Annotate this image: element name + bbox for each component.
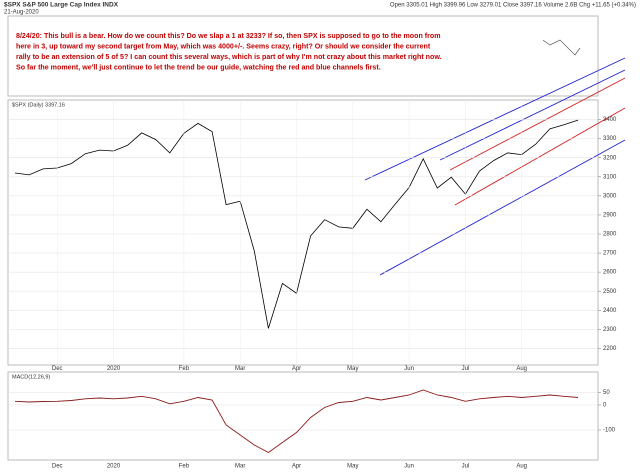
x-tick-label: May: [347, 366, 358, 372]
y-tick-label: 2400: [603, 308, 617, 314]
y-tick-label: 3000: [603, 193, 617, 199]
x-tick-label: Feb: [179, 464, 190, 470]
annotation: 8/24/20: This bull is a bear. How do we …: [16, 32, 442, 72]
x-tick-label: Mar: [235, 366, 245, 372]
x-tick-label: May: [347, 464, 358, 470]
y-tick-label: 2500: [603, 289, 617, 295]
x-tick-label: Jun: [404, 464, 414, 470]
y-tick-label: 50: [603, 390, 610, 396]
macd-panel: [7, 371, 599, 461]
quote: Open 3305.01 High 3399.96 Low 3279.01 Cl…: [390, 3, 636, 9]
annotation-line: So far the moment, we'll just continue t…: [16, 64, 381, 72]
x-tick-label: Dec: [52, 366, 63, 372]
x-tick-label: 2020: [107, 464, 121, 470]
y-tick-label: 2800: [603, 232, 617, 238]
y-tick-label: 3200: [603, 155, 617, 161]
channels: [364, 57, 626, 276]
x-tick-label: 2020: [107, 366, 121, 372]
x-tick-label: Jul: [462, 464, 470, 470]
x-tick-label: Mar: [235, 464, 245, 470]
x-tick-label: Apr: [292, 464, 301, 470]
y-tick-label: 0: [603, 403, 607, 409]
x-tick-label: Aug: [516, 464, 527, 470]
blue-channel-mid: [439, 69, 626, 161]
annotation-line: 8/24/20: This bull is a bear. How do we …: [16, 32, 441, 40]
annotation-line: here in 3, up toward my second target fr…: [16, 43, 431, 51]
x-tick-label: Feb: [179, 366, 190, 372]
top-panel: [7, 15, 599, 97]
y-tick-label: 3100: [603, 174, 617, 180]
x-tick-label: Jun: [404, 366, 414, 372]
y-tick-label: 2200: [603, 346, 617, 352]
x-tick-label: Jul: [462, 366, 470, 372]
y-tick-label: -100: [603, 428, 616, 434]
blue-channel-lower: [379, 139, 626, 276]
x-tick-label: Dec: [52, 464, 63, 470]
main-panel: [7, 99, 599, 366]
y-tick-label: 2700: [603, 251, 617, 257]
blue-channel-upper: [364, 57, 626, 181]
red-channel-upper: [449, 77, 626, 171]
y-tick-label: 3400: [603, 117, 617, 123]
macd-label: MACD(12,26,9): [12, 374, 50, 380]
y-tick-label: 2600: [603, 270, 617, 276]
y-tick-label: 2900: [603, 213, 617, 219]
annotation-line: rally to be an extension of 5 of 5? I ca…: [16, 53, 442, 61]
y-tick-label: 3300: [603, 136, 617, 142]
y-tick-label: 2300: [603, 327, 617, 333]
macd-line: [14, 389, 579, 454]
chart-title: $SPX S&P 500 Large Cap Index INDX: [4, 2, 119, 9]
chart-date: 21-Aug-2020: [4, 10, 39, 16]
legend-label: $SPX (Daily) 3397.16: [12, 102, 65, 108]
x-tick-label: Apr: [292, 366, 301, 372]
annotation-box: [13, 26, 543, 78]
x-tick-label: Aug: [516, 366, 527, 372]
red-channel-lower: [454, 107, 626, 206]
